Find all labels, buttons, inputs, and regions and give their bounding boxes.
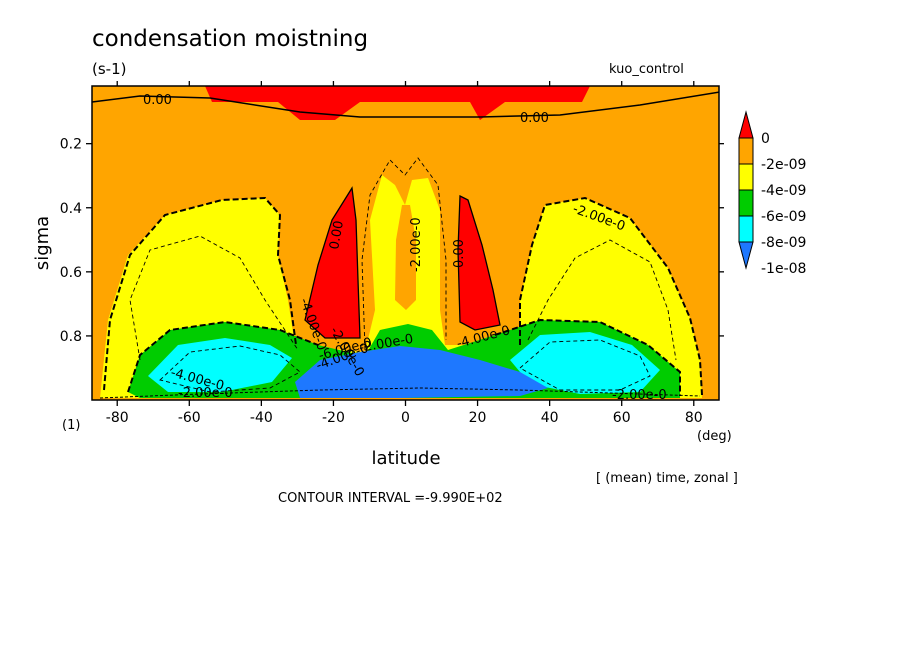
contour-label: -2.00e-0 — [178, 386, 233, 401]
contour-interval-note: CONTOUR INTERVAL =-9.990E+02 — [278, 491, 503, 506]
contour-line-6e-09-right — [519, 339, 651, 391]
fill-level-1e-08 — [295, 346, 548, 398]
y-tick-label: 0.8 — [60, 329, 82, 345]
chart-title: condensation moistning — [92, 26, 368, 52]
fill-red-left — [305, 188, 360, 338]
contour-line-bottom — [99, 387, 701, 399]
colorbar-label: -1e-08 — [761, 261, 806, 277]
y-tick-label: 0.2 — [60, 137, 82, 153]
colorbar-segment — [738, 215, 754, 243]
colorbar-segment — [738, 163, 754, 191]
contour-line-2e-09-left — [103, 196, 297, 391]
contour-line-zero-top — [92, 91, 719, 118]
units-label: (s-1) — [92, 60, 126, 78]
contour-line-zero-right — [457, 194, 501, 331]
colorbar-label: -6e-09 — [761, 209, 806, 225]
contour-line-2e-09-right — [519, 196, 703, 396]
contour-label: 0.00 — [520, 111, 549, 126]
x-tick-label: 40 — [541, 410, 559, 426]
contour-label: 0.00 — [143, 93, 172, 108]
contour-line-zero-left — [304, 186, 361, 339]
x-tick-label: -40 — [250, 410, 273, 426]
contour-label: -2.00e-0 — [409, 217, 424, 272]
colorbar-label: 0 — [761, 131, 770, 147]
y-axis: 0.2 0.4 0.6 0.8 — [60, 137, 724, 345]
colorbar-label: -4e-09 — [761, 183, 806, 199]
x-axis-label: latitude — [371, 448, 440, 469]
x-tick-label: 0 — [401, 410, 410, 426]
x-axis: -80 -60 -40 -20 0 20 40 60 80 — [106, 81, 703, 426]
x-tick-label: 60 — [613, 410, 631, 426]
contour-line-thin-right — [527, 239, 677, 361]
colorbar-segment — [738, 189, 754, 217]
x-axis-units: (deg) — [697, 429, 732, 444]
contour-label: 0.00 — [452, 239, 467, 268]
colorbar-top-arrow — [738, 110, 754, 139]
x-tick-label: -20 — [322, 410, 345, 426]
y-tick-label: 0.4 — [60, 201, 82, 217]
colorbar-legend: 0 -2e-09 -4e-09 -6e-09 -8e-09 -1e-08 — [738, 110, 806, 277]
contour-line-4e-09-right — [494, 318, 681, 396]
contour-line-6e-09-left — [159, 345, 301, 393]
x-tick-label: -80 — [106, 410, 129, 426]
fill-level-8e-09-left — [148, 338, 292, 392]
fill-red-right — [458, 196, 500, 330]
colorbar-label: -2e-09 — [761, 157, 806, 173]
averaging-note: [ (mean) time, zonal ] — [596, 471, 738, 486]
contour-fills — [92, 86, 719, 400]
contour-line-thin-left — [129, 235, 299, 361]
fill-central-orange — [395, 205, 416, 310]
experiment-label: kuo_control — [609, 62, 684, 77]
y-tick-label: 0.6 — [60, 265, 82, 281]
contour-line-thin-center — [361, 157, 447, 351]
x-tick-label: -60 — [178, 410, 201, 426]
colorbar-label: -8e-09 — [761, 235, 806, 251]
x-tick-label: 80 — [685, 410, 703, 426]
colorbar-segment — [738, 137, 754, 165]
colorbar-bottom-arrow — [738, 241, 754, 270]
contour-line-4e-09-left — [127, 320, 319, 393]
x-tick-label: 20 — [469, 410, 487, 426]
y-axis-label: sigma — [32, 216, 53, 270]
fill-level-8e-09-right — [510, 332, 660, 394]
contour-label: 0.00 — [327, 220, 347, 251]
y-units-note: (1) — [62, 418, 80, 433]
